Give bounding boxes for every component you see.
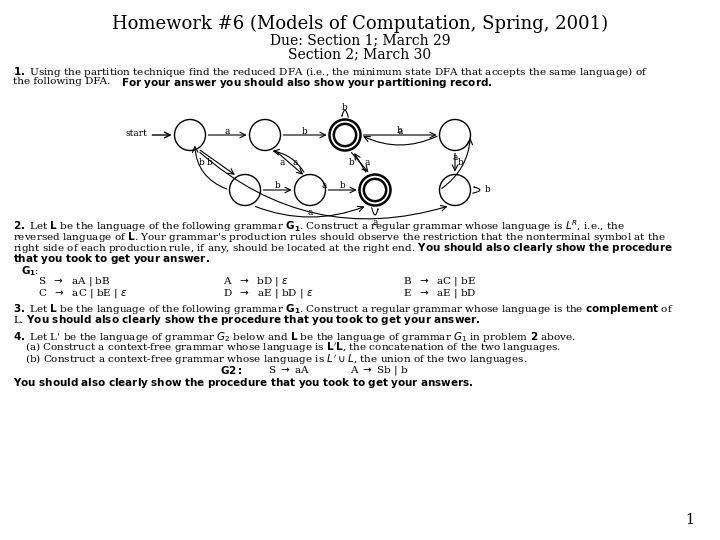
Text: (b) Construct a context-free grammar whose language is $L' \cup L$, the union of: (b) Construct a context-free grammar who…: [25, 353, 527, 367]
FancyArrowPatch shape: [342, 110, 348, 117]
FancyArrowPatch shape: [372, 208, 378, 215]
Text: reversed language of $\mathbf{L}$. Your grammar's production rules should observ: reversed language of $\mathbf{L}$. Your …: [13, 230, 666, 244]
Text: b: b: [485, 186, 490, 194]
Text: $\mathbf{For\ your\ answer\ you\ should\ also\ show\ your\ partitioning\ record.: $\mathbf{For\ your\ answer\ you\ should\…: [121, 77, 492, 91]
Text: b: b: [397, 125, 403, 134]
Text: Homework #6 (Models of Computation, Spring, 2001): Homework #6 (Models of Computation, Spri…: [112, 15, 608, 33]
Text: S $\rightarrow$ aA: S $\rightarrow$ aA: [268, 364, 310, 375]
Text: a: a: [452, 153, 458, 162]
Text: $\mathbf{4.}$ Let L' be the language of grammar $G_2$ below and $\mathbf{L}$ be : $\mathbf{4.}$ Let L' be the language of …: [13, 329, 576, 343]
Text: D  $\rightarrow$  aE | bD | $\varepsilon$: D $\rightarrow$ aE | bD | $\varepsilon$: [223, 287, 313, 300]
Text: a: a: [307, 208, 312, 217]
Text: $\mathbf{2.}$ Let $\mathbf{L}$ be the language of the following grammar $\mathbf: $\mathbf{2.}$ Let $\mathbf{L}$ be the la…: [13, 218, 625, 234]
Text: (a) Construct a context-free grammar whose language is $\mathbf{L'L}$, the conca: (a) Construct a context-free grammar who…: [25, 341, 561, 355]
Text: the following DFA.: the following DFA.: [13, 77, 117, 85]
Text: C  $\rightarrow$  aC | bE | $\varepsilon$: C $\rightarrow$ aC | bE | $\varepsilon$: [38, 287, 127, 300]
Text: E  $\rightarrow$  aE | bD: E $\rightarrow$ aE | bD: [403, 287, 477, 300]
Text: b: b: [199, 158, 205, 167]
Text: $\mathbf{G_1}$:: $\mathbf{G_1}$:: [21, 264, 40, 278]
Text: L. $\mathbf{You\ should\ also\ clearly\ show\ the\ procedure\ that\ you\ took\ t: L. $\mathbf{You\ should\ also\ clearly\ …: [13, 313, 481, 327]
Text: a: a: [293, 158, 298, 167]
Text: S  $\rightarrow$  aA | bB: S $\rightarrow$ aA | bB: [38, 275, 110, 288]
Text: B  $\rightarrow$  aC | bE: B $\rightarrow$ aC | bE: [403, 275, 476, 288]
FancyArrowPatch shape: [473, 187, 480, 193]
Text: start: start: [125, 129, 148, 138]
Text: b: b: [274, 181, 280, 191]
Text: $\mathbf{G2:}$: $\mathbf{G2:}$: [220, 364, 243, 376]
Text: $\mathbf{You\ should\ also\ clearly\ show\ the\ procedure\ that\ you\ took\ to\ : $\mathbf{You\ should\ also\ clearly\ sho…: [13, 375, 474, 389]
Text: b: b: [342, 103, 348, 112]
Text: $\mathbf{3.}$ Let $\mathbf{L}$ be the language of the following grammar $\mathbf: $\mathbf{3.}$ Let $\mathbf{L}$ be the la…: [13, 302, 674, 316]
Text: $\mathbf{that\ you\ took\ to\ get\ your\ answer.}$: $\mathbf{that\ you\ took\ to\ get\ your\…: [13, 253, 210, 267]
Text: a: a: [372, 218, 378, 227]
Text: Section 2; March 30: Section 2; March 30: [289, 47, 431, 61]
Text: b: b: [207, 158, 212, 167]
Text: $\mathbf{1.}$ Using the partition technique find the reduced DFA (i.e., the mini: $\mathbf{1.}$ Using the partition techni…: [13, 65, 648, 79]
Text: Due: Section 1; March 29: Due: Section 1; March 29: [270, 33, 450, 47]
Text: a: a: [321, 180, 327, 190]
Text: a: a: [225, 126, 230, 136]
Text: a: a: [279, 158, 284, 167]
Text: b: b: [349, 158, 355, 167]
Text: b: b: [340, 181, 346, 191]
Text: A $\rightarrow$ Sb | b: A $\rightarrow$ Sb | b: [350, 364, 409, 377]
Text: 1: 1: [685, 513, 694, 527]
Text: a: a: [397, 126, 402, 136]
Text: a: a: [364, 158, 369, 167]
Text: b: b: [458, 158, 464, 167]
Text: right side of each production rule, if any, should be located at the right end. : right side of each production rule, if a…: [13, 241, 673, 255]
Text: b: b: [302, 126, 308, 136]
Text: A  $\rightarrow$  bD | $\varepsilon$: A $\rightarrow$ bD | $\varepsilon$: [223, 275, 289, 288]
